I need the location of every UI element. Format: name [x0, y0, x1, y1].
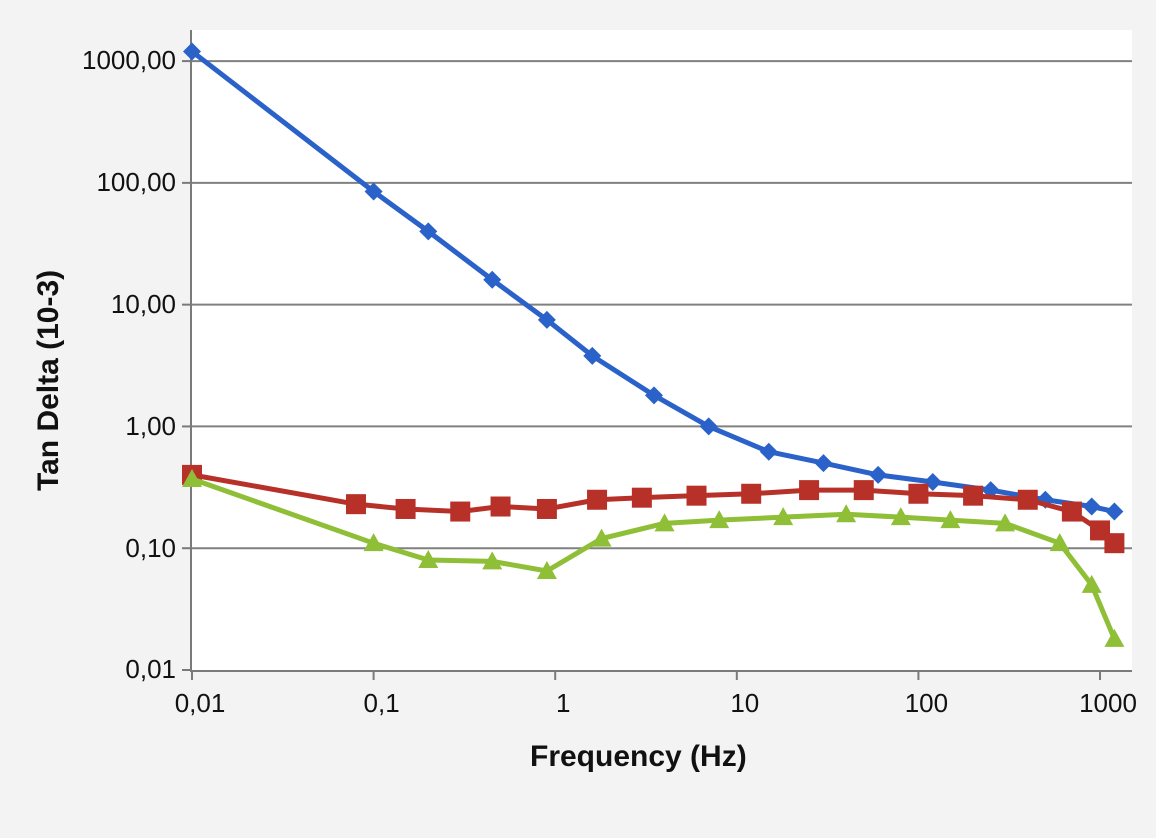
- y-tick-label: 0,01: [125, 654, 176, 685]
- chart-svg: [192, 30, 1132, 670]
- chart-container: Tan Delta (10-3) Frequency (Hz) 0,010,10…: [0, 0, 1156, 838]
- plot-area: [190, 30, 1132, 672]
- x-tick-label: 1000: [1068, 688, 1148, 719]
- y-tick-label: 100,00: [96, 167, 176, 198]
- y-axis-label: Tan Delta (10-3): [32, 270, 66, 491]
- x-tick-label: 1: [523, 688, 603, 719]
- x-tick-label: 0,1: [342, 688, 422, 719]
- x-tick-label: 10: [705, 688, 785, 719]
- y-tick-label: 1000,00: [82, 45, 176, 76]
- x-tick-label: 100: [886, 688, 966, 719]
- y-tick-label: 10,00: [111, 289, 176, 320]
- y-tick-label: 0,10: [125, 533, 176, 564]
- x-tick-label: 0,01: [160, 688, 240, 719]
- x-axis-label: Frequency (Hz): [530, 740, 747, 774]
- y-tick-label: 1,00: [125, 411, 176, 442]
